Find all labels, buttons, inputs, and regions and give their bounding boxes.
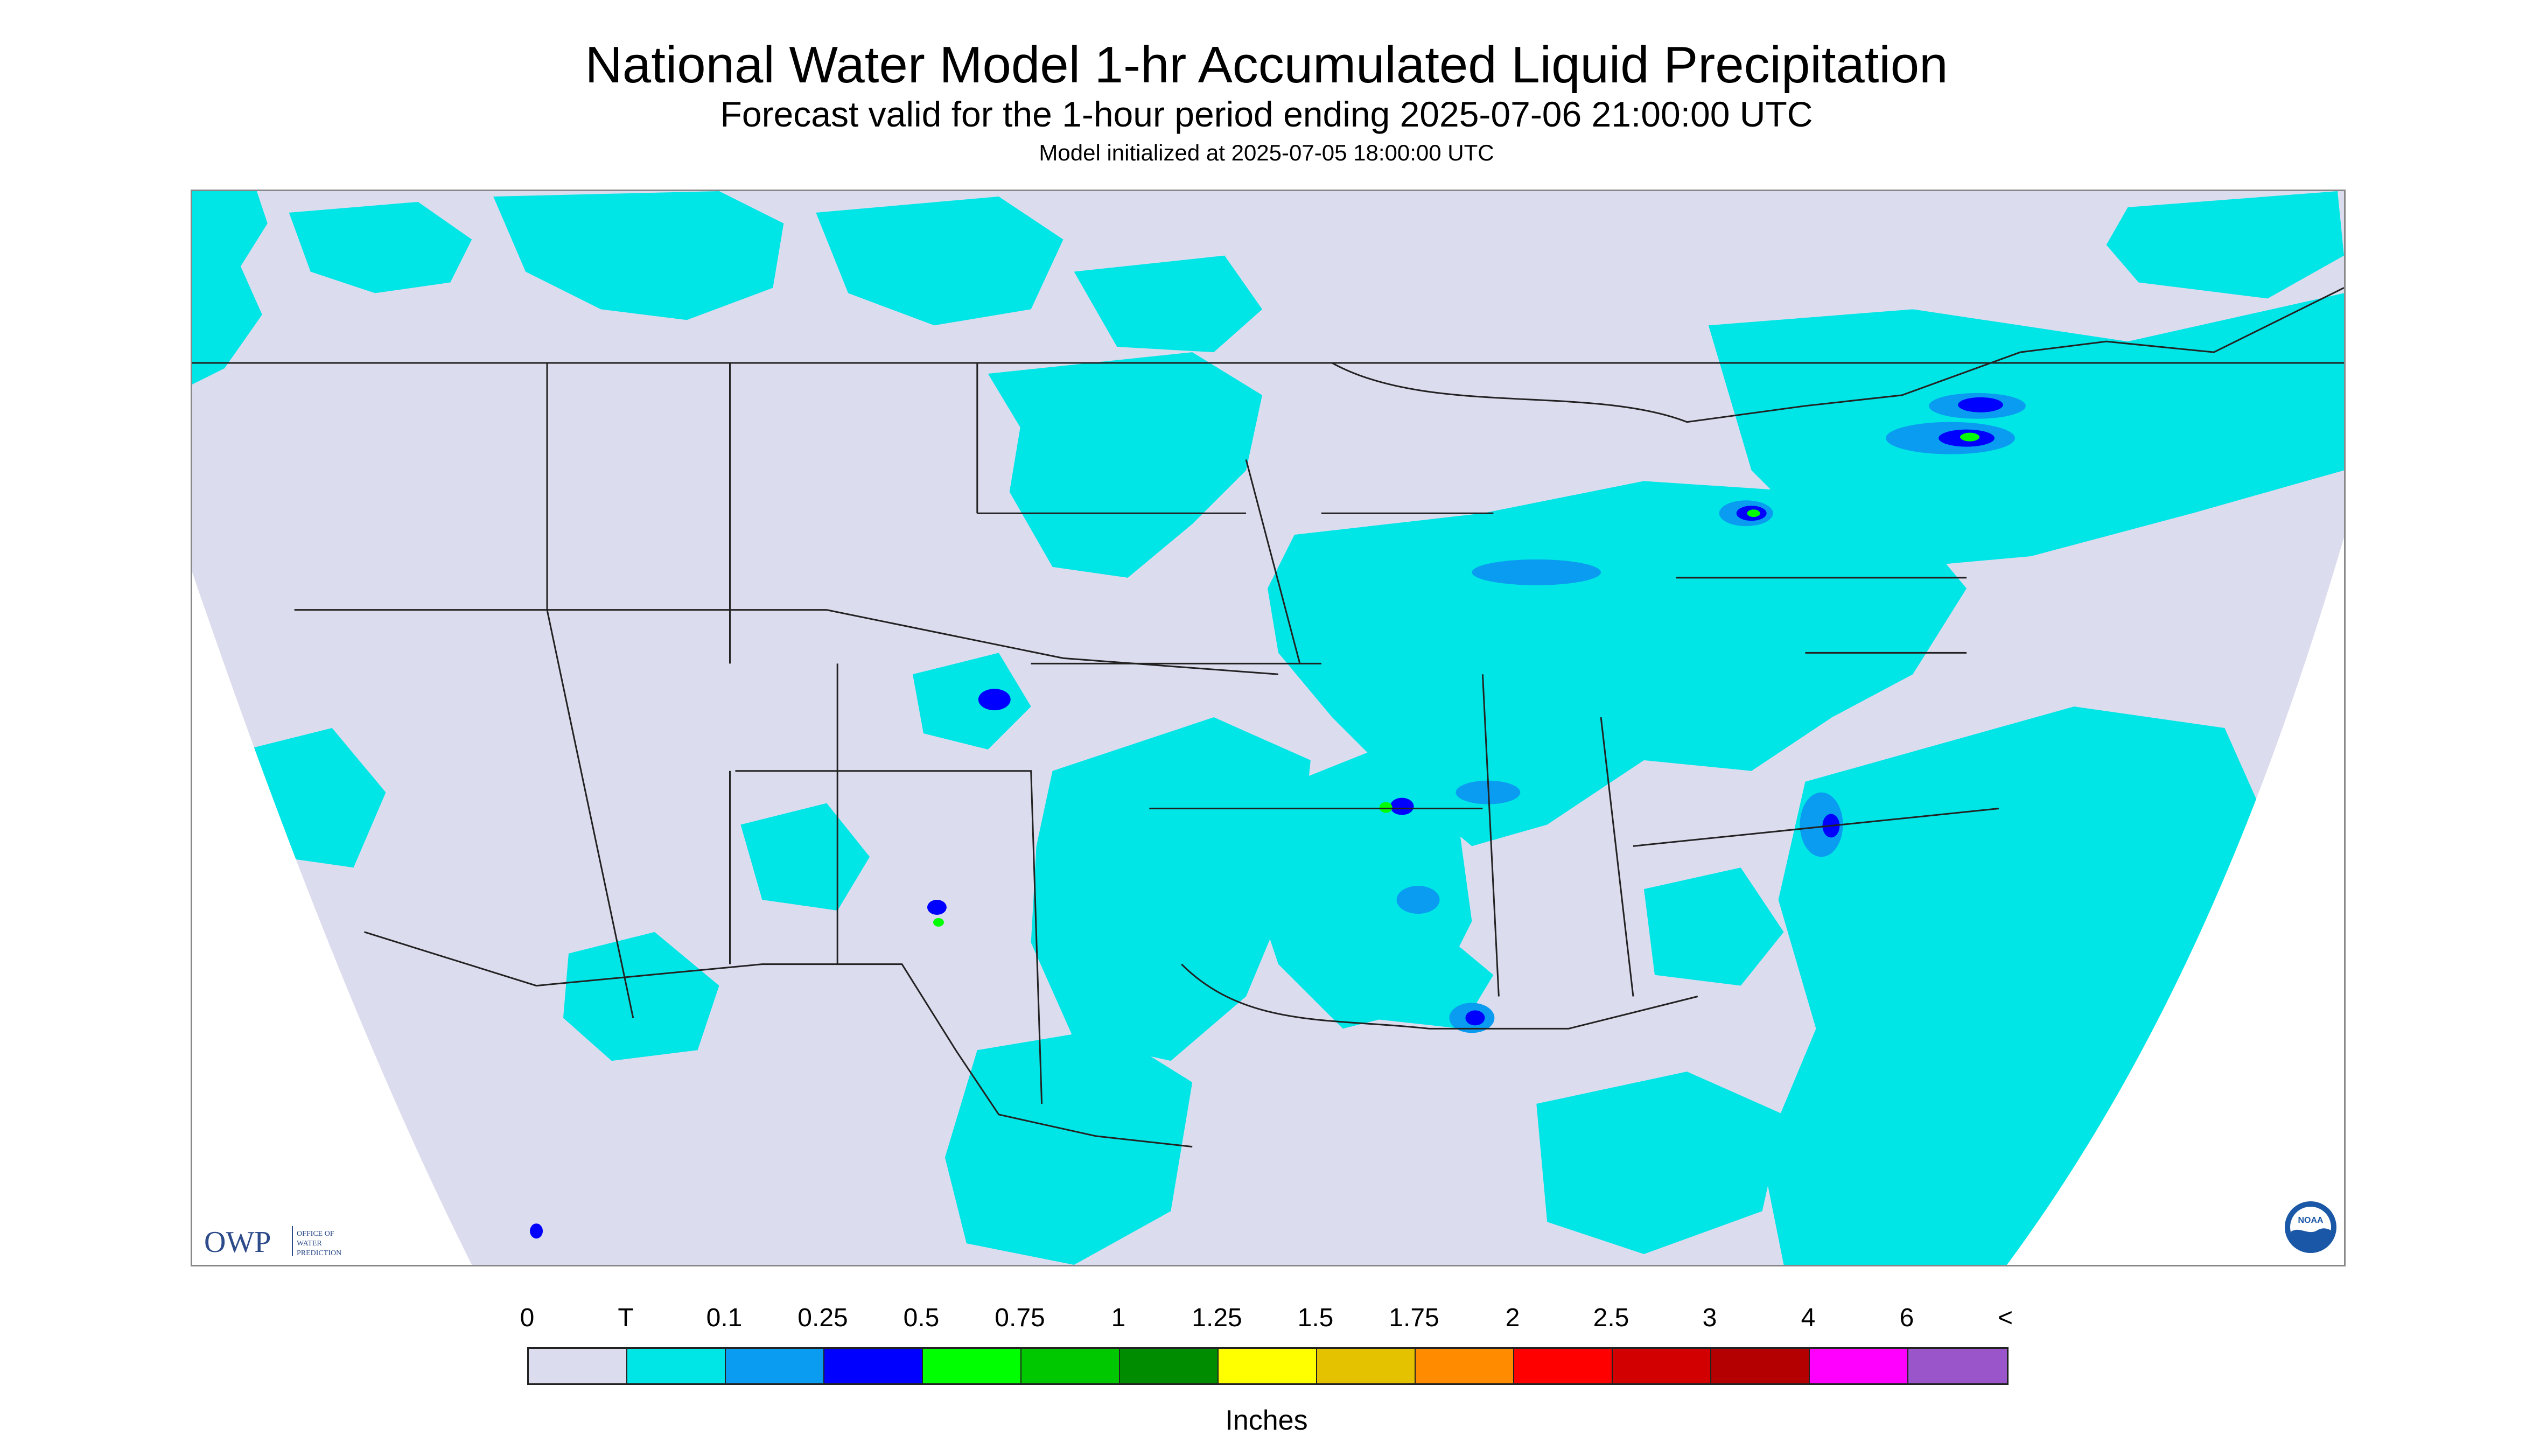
legend-swatch-5 — [1021, 1349, 1120, 1383]
legend-swatch-4 — [923, 1349, 1021, 1383]
legend-swatch-9 — [1416, 1349, 1514, 1383]
legend-label-2: 0.1 — [706, 1304, 743, 1332]
legend-label-8: 1.5 — [1297, 1304, 1334, 1332]
legend-swatch-10 — [1514, 1349, 1613, 1383]
map-title: National Water Model 1-hr Accumulated Li… — [585, 36, 1948, 94]
legend-color-bar — [527, 1347, 2009, 1385]
legend-label-13: 4 — [1801, 1304, 1816, 1332]
legend-swatch-8 — [1317, 1349, 1416, 1383]
noaa-logo-text: NOAA — [2298, 1216, 2324, 1225]
legend-label-1: T — [618, 1304, 634, 1332]
legend-swatch-12 — [1711, 1349, 1810, 1383]
noaa-logo: NOAA — [2284, 1200, 2338, 1254]
legend-label-0: 0 — [520, 1304, 535, 1332]
legend-swatch-6 — [1120, 1349, 1219, 1383]
map-canvas — [192, 191, 2344, 1265]
legend-label-12: 3 — [1702, 1304, 1717, 1332]
legend-swatch-1 — [627, 1349, 726, 1383]
legend-label-5: 0.75 — [995, 1304, 1045, 1332]
legend-tick-labels: 0 T 0.1 0.25 0.5 0.75 1 1.25 1.5 1.75 2 2.5 3 4 6 < — [0, 1302, 2533, 1340]
legend-swatch-14 — [1908, 1349, 2007, 1383]
precipitation-map: OWP OFFICE OF WATER PREDICTION NOAA — [191, 190, 2346, 1266]
political-boundaries — [192, 287, 2344, 1148]
legend-label-15: < — [1997, 1304, 2013, 1332]
heavy-precip-cores — [933, 432, 1980, 927]
owp-logo-letters: OWP — [204, 1226, 271, 1259]
legend-swatch-13 — [1810, 1349, 1908, 1383]
owp-logo-line-2: WATER — [297, 1240, 322, 1248]
legend-label-7: 1.25 — [1192, 1304, 1242, 1332]
legend-swatch-0 — [529, 1349, 627, 1383]
owp-logo-line-1: OFFICE OF — [297, 1230, 334, 1238]
legend-swatch-3 — [824, 1349, 923, 1383]
legend-swatch-11 — [1613, 1349, 1711, 1383]
trace-precip-areas — [192, 191, 2344, 1265]
legend-label-3: 0.25 — [797, 1304, 848, 1332]
owp-logo: OWP OFFICE OF WATER PREDICTION — [202, 1221, 385, 1259]
legend-units-label: Inches — [1225, 1405, 1308, 1436]
legend-swatch-2 — [726, 1349, 824, 1383]
forecast-valid-subtitle: Forecast valid for the 1-hour period end… — [720, 94, 1813, 134]
legend-label-6: 1 — [1111, 1304, 1126, 1332]
model-init-text: Model initialized at 2025-07-05 18:00:00… — [1039, 140, 1494, 165]
legend-label-10: 2 — [1505, 1304, 1520, 1332]
legend-label-9: 1.75 — [1389, 1304, 1439, 1332]
legend-label-11: 2.5 — [1593, 1304, 1629, 1332]
legend-label-14: 6 — [1899, 1304, 1914, 1332]
legend-swatch-7 — [1219, 1349, 1317, 1383]
owp-logo-line-3: PREDICTION — [297, 1249, 341, 1257]
legend-label-4: 0.5 — [903, 1304, 940, 1332]
